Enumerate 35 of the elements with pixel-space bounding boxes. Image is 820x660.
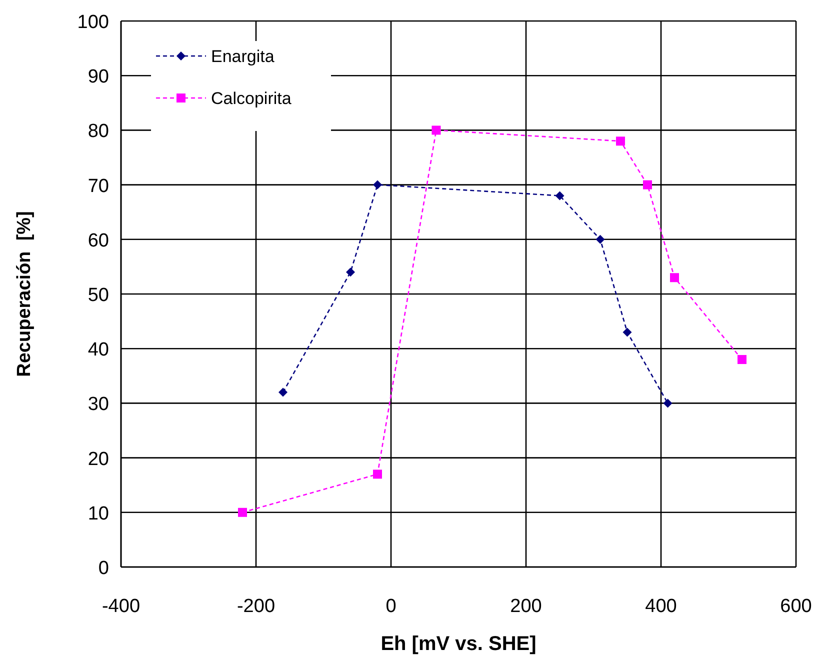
point <box>555 191 564 200</box>
y-tick-label: 100 <box>77 12 109 33</box>
y-tick-label: 50 <box>88 285 109 306</box>
legend-label: Calcopirita <box>211 89 292 108</box>
x-tick-label: 400 <box>645 596 677 617</box>
point <box>278 388 288 397</box>
point <box>622 328 632 337</box>
point <box>616 136 625 146</box>
x-tick-label: -400 <box>102 596 140 617</box>
y-tick-label: 0 <box>98 558 109 579</box>
legend-label: Enargita <box>211 47 275 66</box>
point <box>663 398 672 408</box>
y-tick-label: 60 <box>88 230 109 252</box>
y-tick-label: 10 <box>88 503 109 524</box>
point <box>373 180 382 190</box>
x-tick-label: 600 <box>780 596 812 617</box>
point <box>346 268 355 277</box>
x-tick-label: -200 <box>236 596 276 617</box>
x-axis-title: Eh [mV vs. SHE] <box>380 633 536 655</box>
point <box>670 273 679 282</box>
x-tick-label: 200 <box>510 596 542 617</box>
point <box>643 180 652 190</box>
y-tick-label: 80 <box>88 121 109 142</box>
y-axis-title: Recuperación [%] <box>14 211 35 377</box>
y-tick-label: 90 <box>88 66 109 88</box>
y-tick-label: 70 <box>88 176 109 197</box>
point <box>373 470 382 479</box>
x-tick-label: 0 <box>386 596 396 617</box>
y-tick-label: 40 <box>88 340 109 361</box>
point <box>238 508 247 517</box>
point <box>738 355 746 364</box>
point <box>596 234 605 244</box>
y-tick-label: 20 <box>88 448 109 470</box>
y-tick-label: 30 <box>88 394 109 416</box>
point <box>432 126 441 135</box>
